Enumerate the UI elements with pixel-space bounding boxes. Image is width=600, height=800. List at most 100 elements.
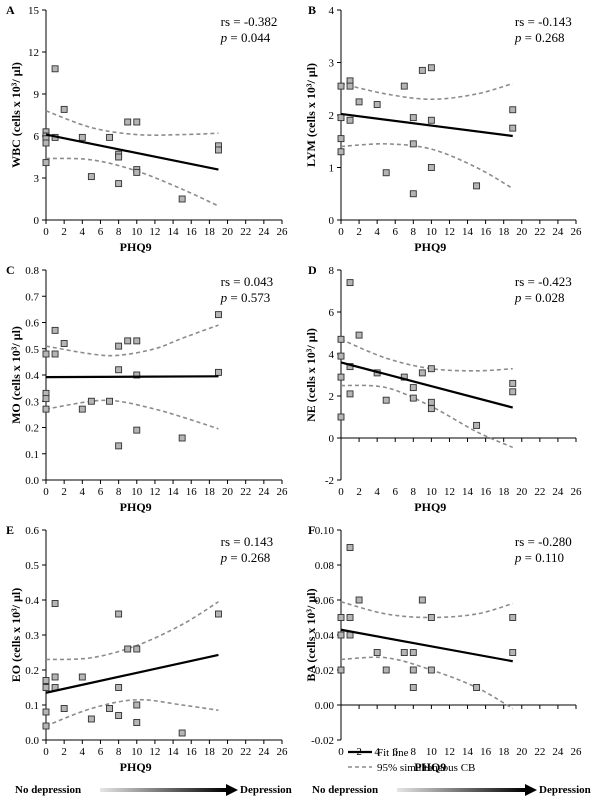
panel-d-point-17: [473, 421, 481, 429]
panel-f-cb-lower: [340, 656, 514, 710]
panel-c-y-tick-label-3: 0.3: [25, 396, 39, 408]
panel-d-point-6: [346, 390, 354, 398]
panel-d-x-tick-label-1: 2: [356, 486, 362, 498]
panel-b-point-18: [473, 182, 481, 190]
panel-f-x-axis-label: PHQ9: [414, 760, 446, 774]
panel-e-x-tick-label-7: 14: [168, 746, 180, 758]
panel-e-x-tick-label-6: 12: [149, 746, 160, 758]
panel-b-point-12: [409, 140, 417, 148]
panel-b-p-value: p = 0.268: [514, 30, 565, 45]
panel-f-y-tick-label-0: -0.02: [311, 735, 334, 747]
panel-c-point-4: [51, 326, 59, 334]
panel-c-point-16: [133, 426, 141, 434]
panel-f-x-tick-label-4: 8: [411, 746, 417, 758]
panel-d-x-tick-label-9: 18: [498, 486, 510, 498]
panel-f-point-8: [382, 666, 390, 674]
panel-d-point-2: [337, 373, 345, 381]
panel-e-x-tick-label-11: 22: [240, 746, 251, 758]
panel-c: C0.00.10.20.30.40.50.60.70.80 2 4 6 8 10 12 14 1…: [6, 263, 288, 514]
panel-d-point-4: [346, 279, 354, 287]
footer-left: No depression Depression: [15, 784, 292, 796]
panel-a-x-tick-label-11: 22: [240, 226, 251, 238]
panel-b-y-tick-label-0: 0: [329, 215, 335, 227]
panel-f-y-tick-label-4: 0.06: [315, 595, 335, 607]
panel-f-y-tick-label-5: 0.08: [315, 560, 335, 572]
footer-left-arrowhead: [226, 784, 238, 796]
footer-left-gradient-arrow: [100, 788, 226, 792]
panel-b-y-axis-label: LYM (cells x 10³/ µl): [304, 63, 318, 167]
panel-a-x-tick-label-6: 12: [149, 226, 160, 238]
footer-left-no-depression: No depression: [15, 784, 81, 796]
panel-d-x-tick-label-4: 8: [411, 486, 417, 498]
panel-e-x-tick-label-13: 26: [277, 746, 289, 758]
panel-a-cb-lower: [45, 157, 219, 207]
panel-b-x-tick-label-13: 26: [571, 226, 583, 238]
panel-b-x-tick-label-2: 4: [374, 226, 380, 238]
panel-b-y-tick-label-3: 3: [329, 58, 335, 70]
panel-f-x-tick-label-11: 22: [534, 746, 545, 758]
panel-c-x-tick-label-4: 8: [116, 486, 122, 498]
panel-e-point-15: [133, 645, 141, 653]
panel-c-x-tick-label-2: 4: [80, 486, 86, 498]
panel-b-point-16: [427, 116, 435, 124]
panel-b-x-tick-label-3: 6: [392, 226, 398, 238]
panel-a-y-tick-label-4: 12: [28, 47, 39, 59]
footer-left-depression: Depression: [240, 784, 292, 796]
panel-c-x-tick-label-1: 2: [61, 486, 67, 498]
panel-c-letter: C: [6, 263, 15, 277]
panel-c-x-axis-label: PHQ9: [120, 500, 152, 514]
panel-b-x-tick-label-6: 12: [444, 226, 455, 238]
panel-b-point-14: [418, 66, 426, 74]
panel-a-x-tick-label-1: 2: [61, 226, 67, 238]
panel-f-x-tick-label-9: 18: [498, 746, 510, 758]
panel-b-cb-lower: [340, 143, 514, 190]
footer-right-gradient-arrow: [397, 788, 525, 792]
panel-e-point-13: [115, 712, 123, 719]
footer-right-no-depression: No depression: [312, 784, 378, 796]
panel-d-p-value: p = 0.028: [514, 290, 565, 305]
panel-a-point-18: [178, 195, 186, 203]
panel-c-point-11: [115, 366, 123, 374]
panel-f-p-value: p = 0.110: [514, 550, 564, 565]
panel-d-point-0: [337, 335, 345, 343]
panel-a-x-tick-label-2: 4: [80, 226, 86, 238]
panel-f-point-7: [373, 649, 381, 656]
panel-b-y-tick-label-4: 4: [329, 5, 335, 17]
panel-e-y-tick-label-2: 0.2: [25, 665, 39, 677]
panel-b-x-tick-label-0: 0: [338, 226, 344, 238]
panel-c-x-tick-label-5: 10: [131, 486, 143, 498]
panel-b-point-1: [337, 114, 345, 122]
panel-e-point-12: [115, 684, 123, 691]
panel-c-x-tick-label-6: 12: [149, 486, 160, 498]
panel-d-point-13: [418, 369, 426, 377]
panel-e-point-17: [133, 719, 141, 726]
panel-e-point-19: [215, 610, 222, 618]
panel-e-point-2: [42, 708, 50, 716]
panel-b-fit-line: [340, 112, 513, 138]
panel-a-x-tick-label-8: 16: [186, 226, 198, 238]
panel-b-point-9: [382, 169, 390, 177]
panel-e-p-value: p = 0.268: [220, 550, 271, 565]
footer-right-depression: Depression: [539, 784, 591, 796]
panel-d-point-12: [409, 394, 417, 402]
panel-a-point-7: [60, 105, 68, 113]
panel-d-point-3: [337, 413, 345, 421]
panel-c-x-tick-label-3: 6: [98, 486, 104, 498]
panel-d-y-tick-label-1: 0: [329, 433, 335, 445]
panel-c-point-7: [78, 405, 86, 413]
panel-a-y-tick-label-3: 9: [34, 89, 40, 101]
panel-f-point-14: [427, 614, 435, 621]
panel-e-cb-upper: [45, 601, 219, 661]
panel-b-y-tick-label-1: 1: [329, 163, 335, 175]
panel-a-x-tick-label-12: 24: [258, 226, 270, 238]
panel-a-letter: A: [6, 3, 15, 17]
panel-b-point-3: [337, 148, 345, 156]
panel-d-y-tick-label-0: -2: [325, 475, 334, 487]
panel-c-x-tick-label-9: 18: [204, 486, 216, 498]
panel-b-point-2: [337, 135, 345, 143]
panel-b-y-tick-label-2: 2: [329, 110, 335, 122]
panel-c-y-tick-label-6: 0.6: [25, 318, 39, 330]
panel-b-x-tick-label-9: 18: [498, 226, 510, 238]
panel-e-y-tick-label-6: 0.6: [25, 525, 39, 537]
panel-c-x-tick-label-7: 14: [168, 486, 180, 498]
